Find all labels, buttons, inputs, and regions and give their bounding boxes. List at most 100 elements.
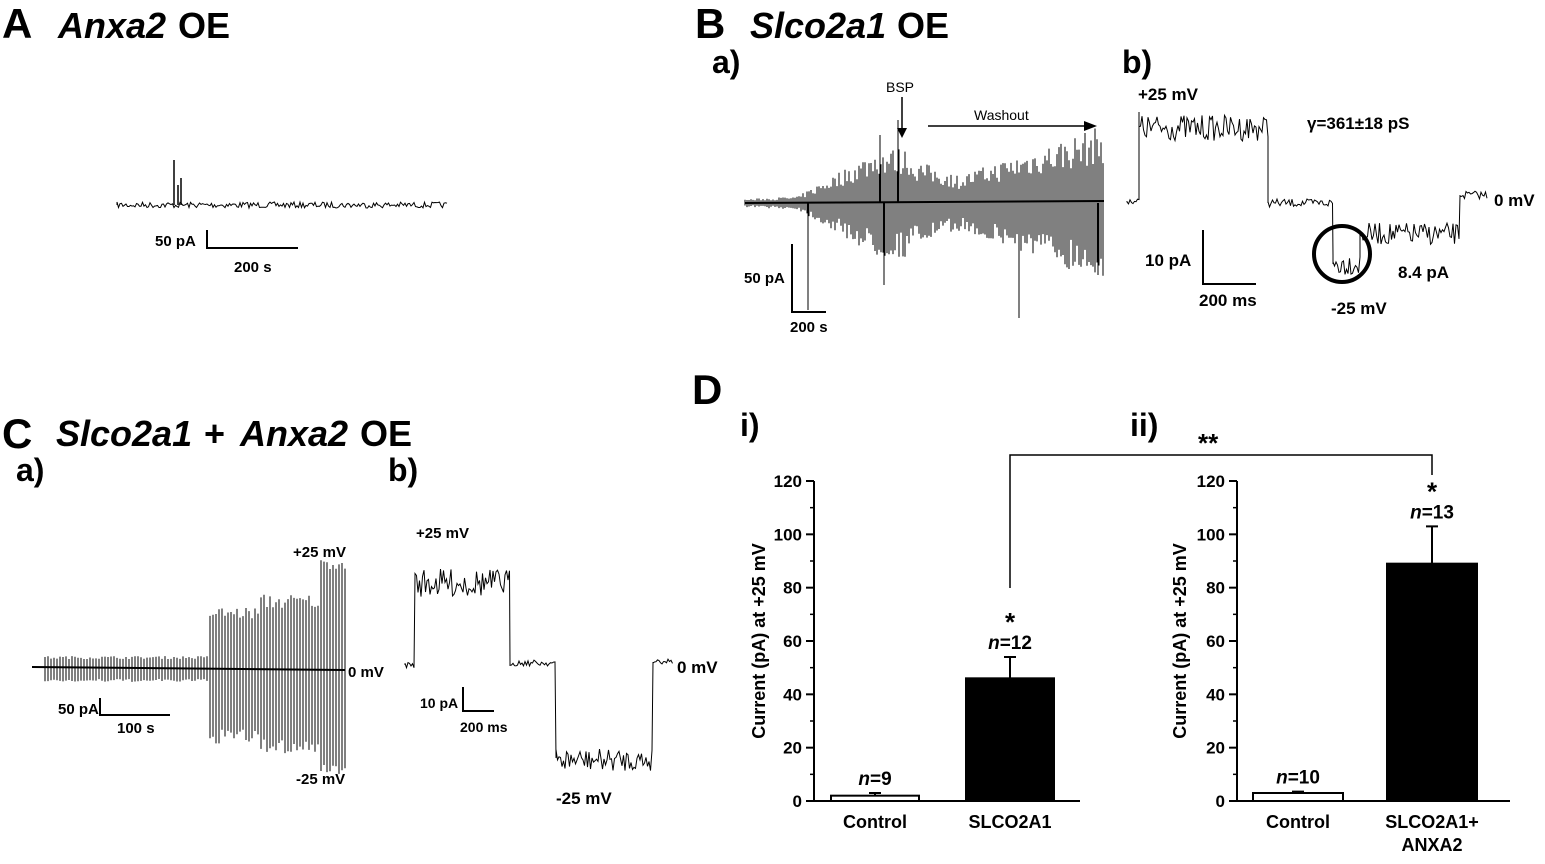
panel-a: A Anxa2 OE 50 pA 200 s bbox=[2, 0, 448, 276]
panel-b-b-scale-x: 200 ms bbox=[1199, 291, 1257, 310]
category-label-1: SLCO2A1 bbox=[968, 812, 1051, 832]
panel-c-b-single-channel-trace bbox=[404, 568, 673, 771]
panel-b-b-scale-y: 10 pA bbox=[1145, 251, 1191, 270]
category-label-0: Control bbox=[843, 812, 907, 832]
panel-b-b-minus-label: -25 mV bbox=[1331, 299, 1387, 318]
panel-b-suffix: OE bbox=[897, 5, 949, 46]
panel-b-b-scale-bar bbox=[1202, 230, 1256, 285]
bar-1 bbox=[965, 677, 1055, 802]
y-tick-label: 20 bbox=[1206, 739, 1225, 758]
panel-b-a-scale-y: 50 pA bbox=[744, 270, 785, 287]
panel-b-a-scale-bar bbox=[791, 244, 826, 313]
star-1: * bbox=[1005, 607, 1016, 637]
panel-c-sub-a: a) bbox=[16, 452, 44, 488]
panel-c-a-scale-bar bbox=[99, 698, 170, 716]
significance-bracket bbox=[1009, 454, 1433, 588]
panel-c-a-plus-label: +25 mV bbox=[293, 544, 346, 561]
trace-baseline bbox=[31, 666, 346, 671]
panel-b-b-conductance: γ=361±18 pS bbox=[1307, 114, 1409, 133]
panel-c-b-plus-label: +25 mV bbox=[416, 525, 469, 542]
y-axis-label: Current (pA) at +25 mV bbox=[1170, 543, 1190, 739]
category-label-1: SLCO2A1+ bbox=[1385, 812, 1479, 832]
panel-b-sub-a: a) bbox=[712, 44, 740, 80]
panel-c-a-scale-y: 50 pA bbox=[58, 701, 99, 718]
y-tick-label: 60 bbox=[783, 632, 802, 651]
trace-spikes bbox=[173, 160, 182, 205]
panel-c-sub-b: b) bbox=[388, 452, 418, 488]
panel-c-b-zero-label: 0 mV bbox=[677, 658, 718, 677]
y-tick-label: 0 bbox=[793, 792, 802, 811]
panel-b-a-current-trace bbox=[744, 120, 1105, 318]
y-tick-label: 80 bbox=[783, 579, 802, 598]
panel-b-b-plus-label: +25 mV bbox=[1138, 85, 1199, 104]
y-axis-label: Current (pA) at +25 mV bbox=[749, 543, 769, 739]
y-tick-label: 100 bbox=[774, 525, 802, 544]
error-bar-1 bbox=[1426, 525, 1438, 564]
trace-line bbox=[744, 120, 1104, 318]
bar-1 bbox=[1386, 562, 1478, 803]
panel-d-sub-ii: ii) bbox=[1130, 407, 1158, 443]
panel-a-current-trace bbox=[116, 160, 448, 210]
bar-chart-ii: 0 20 40 60 80 100 120 Current (pA) at +25 mV n=1… bbox=[1170, 472, 1510, 855]
panel-c-a-current-trace bbox=[31, 560, 346, 774]
bar-0 bbox=[830, 794, 920, 803]
y-tick-label: 0 bbox=[1216, 792, 1225, 811]
panel-d-sub-i: i) bbox=[740, 407, 760, 443]
error-bar-0 bbox=[869, 792, 881, 796]
panel-d: D i) ii) ** 0 20 40 60 80 100 120 Current (pA) … bbox=[692, 366, 1510, 855]
bsp-arrow-head bbox=[897, 128, 907, 138]
panel-c-suffix: OE bbox=[360, 413, 412, 454]
y-tick-label: 40 bbox=[1206, 685, 1225, 704]
panel-c-b-scale-x: 200 ms bbox=[460, 719, 508, 735]
panel-d-letter: D bbox=[692, 366, 722, 413]
significance-stars: ** bbox=[1198, 428, 1219, 458]
panel-b-gene: Slco2a1 bbox=[750, 5, 886, 46]
n-label-0: n=9 bbox=[858, 769, 891, 790]
error-bar-0 bbox=[1292, 790, 1304, 793]
panel-b-letter: B bbox=[695, 0, 725, 47]
n-label-1: n=13 bbox=[1410, 502, 1454, 523]
n-label-1: n=12 bbox=[988, 633, 1032, 654]
y-tick-label: 40 bbox=[783, 685, 802, 704]
panel-b-b-amplitude: 8.4 pA bbox=[1398, 263, 1449, 282]
trace-baseline bbox=[744, 200, 1105, 204]
panel-a-scale-bar bbox=[206, 230, 298, 249]
panel-a-gene: Anxa2 bbox=[57, 5, 166, 46]
error-bar-1 bbox=[1004, 656, 1016, 679]
panel-a-scale-x: 200 s bbox=[234, 259, 272, 276]
panel-c-plus: + bbox=[204, 413, 225, 454]
category-label-0: Control bbox=[1266, 812, 1330, 832]
bar-chart-i: 0 20 40 60 80 100 120 Current (pA) at +25 mV n=9… bbox=[749, 472, 1080, 832]
y-tick-label: 60 bbox=[1206, 632, 1225, 651]
panel-c-b-scale-y: 10 pA bbox=[420, 695, 458, 711]
panel-c-gene2: Anxa2 bbox=[239, 413, 348, 454]
trace-line bbox=[1126, 112, 1488, 275]
y-tick-label: 20 bbox=[783, 739, 802, 758]
panel-b-sub-b: b) bbox=[1122, 44, 1152, 80]
panel-c-a-minus-label: -25 mV bbox=[296, 771, 345, 788]
y-tick-label: 120 bbox=[1197, 472, 1225, 491]
washout-arrow-head bbox=[1084, 121, 1097, 131]
washout-label: Washout bbox=[974, 107, 1029, 123]
bar-0 bbox=[1252, 792, 1344, 802]
panel-c-a-scale-x: 100 s bbox=[117, 720, 155, 737]
panel-c-a-zero-label: 0 mV bbox=[348, 664, 384, 681]
panel-b-a-scale-x: 200 s bbox=[790, 319, 828, 336]
panel-c-gene1: Slco2a1 bbox=[56, 413, 192, 454]
panel-c-b-scale-bar bbox=[462, 687, 494, 712]
y-tick-label: 80 bbox=[1206, 579, 1225, 598]
panel-b: B Slco2a1 OE a) b) BSP Washout 50 pA 200… bbox=[695, 0, 1535, 336]
bsp-label: BSP bbox=[886, 79, 914, 95]
y-tick-label: 120 bbox=[774, 472, 802, 491]
n-label-0: n=10 bbox=[1276, 768, 1320, 789]
panel-a-suffix: OE bbox=[178, 5, 230, 46]
panel-c-letter: C bbox=[2, 410, 32, 457]
panel-b-b-highlight-circle bbox=[1312, 224, 1372, 284]
category-label-1: ANXA2 bbox=[1401, 835, 1462, 855]
panel-a-letter: A bbox=[2, 0, 32, 47]
y-tick-label: 100 bbox=[1197, 525, 1225, 544]
trace-line bbox=[116, 200, 448, 210]
trace-line bbox=[404, 568, 673, 771]
panel-b-b-zero-label: 0 mV bbox=[1494, 191, 1535, 210]
